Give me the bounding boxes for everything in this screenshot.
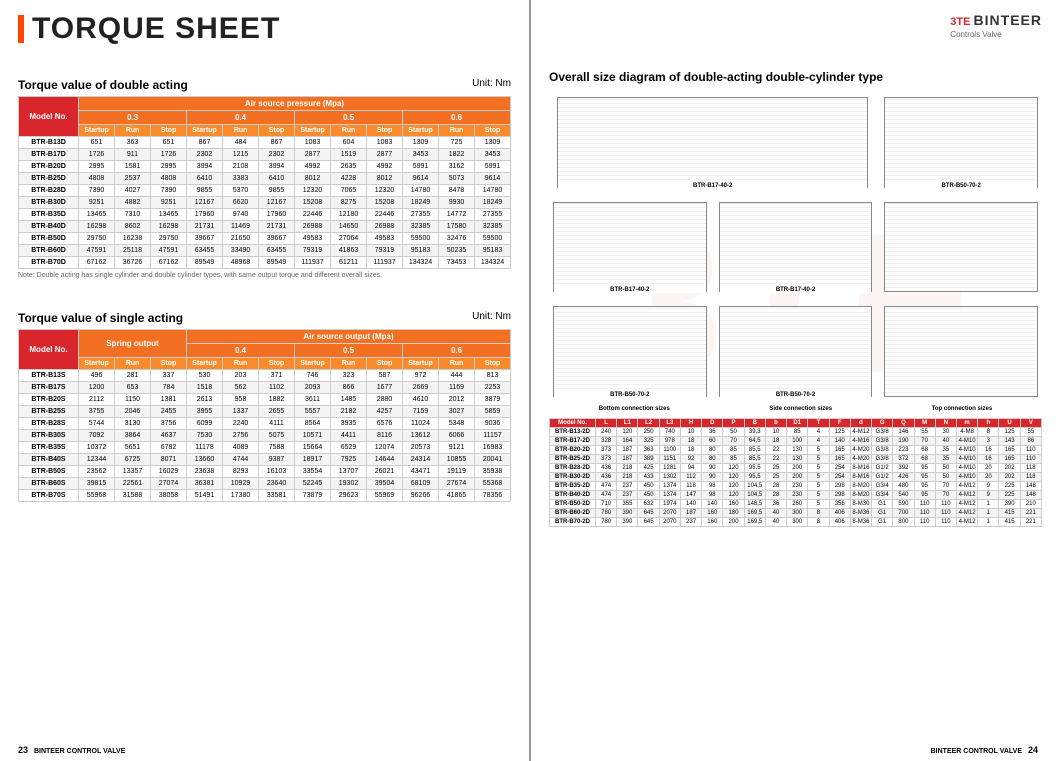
s1-title-text: Torque value of double acting	[18, 78, 188, 92]
diagram-box: BTR-B17-40-2	[557, 97, 868, 188]
single-acting-table: Model No.Spring outputAir source output …	[18, 329, 511, 502]
footer-right: BINTEER CONTROL VALVE 24	[931, 745, 1042, 755]
table1-note: Note: Double acting has single cylinder …	[18, 272, 511, 279]
diagram-box: BTR-B17-40-2	[719, 202, 873, 293]
section1-title: Torque value of double acting Unit: Nm	[18, 78, 511, 92]
diagram-sublabels: Bottom connection sizesSide connection s…	[549, 406, 1042, 412]
footer-right-text: BINTEER CONTROL VALVE	[931, 748, 1022, 755]
brand-logo: 3TE BINTEER Controls Valve	[950, 12, 1042, 40]
brand-sub: Controls Valve	[950, 30, 1001, 39]
section2-title: Torque value of single acting Unit: Nm	[18, 311, 511, 325]
header: TORQUE SHEET	[18, 12, 511, 46]
brand-name: BINTEER	[974, 12, 1042, 28]
diagram-box	[884, 306, 1038, 397]
s2-title-text: Torque value of single acting	[18, 311, 183, 325]
footer-left-text: BINTEER CONTROL VALVE	[34, 748, 125, 755]
notch	[18, 15, 24, 43]
diagram-title: Overall size diagram of double-acting do…	[549, 70, 1042, 84]
size-table: Model No.LL1L2L3HDPBbD1TFdGQMNmhUVBTR-B1…	[549, 418, 1042, 527]
diagram-box	[884, 202, 1038, 293]
page-num-right: 24	[1028, 745, 1038, 755]
page-title: TORQUE SHEET	[32, 12, 280, 46]
diagram-grid: BTR-B17-40-2BTR-B50-70-2BTR-B17-40-2BTR-…	[549, 92, 1042, 402]
footer-left: 23 BINTEER CONTROL VALVE	[18, 745, 125, 755]
double-acting-table: Model No.Air source pressure (Mpa)0.30.4…	[18, 96, 511, 269]
s1-unit: Unit: Nm	[472, 78, 511, 89]
page-num-left: 23	[18, 745, 28, 755]
diagram-box: BTR-B50-70-2	[884, 97, 1038, 188]
diagram-box: BTR-B17-40-2	[553, 202, 707, 293]
diagram-box: BTR-B50-70-2	[553, 306, 707, 397]
s2-unit: Unit: Nm	[472, 311, 511, 322]
diagram-box: BTR-B50-70-2	[719, 306, 873, 397]
